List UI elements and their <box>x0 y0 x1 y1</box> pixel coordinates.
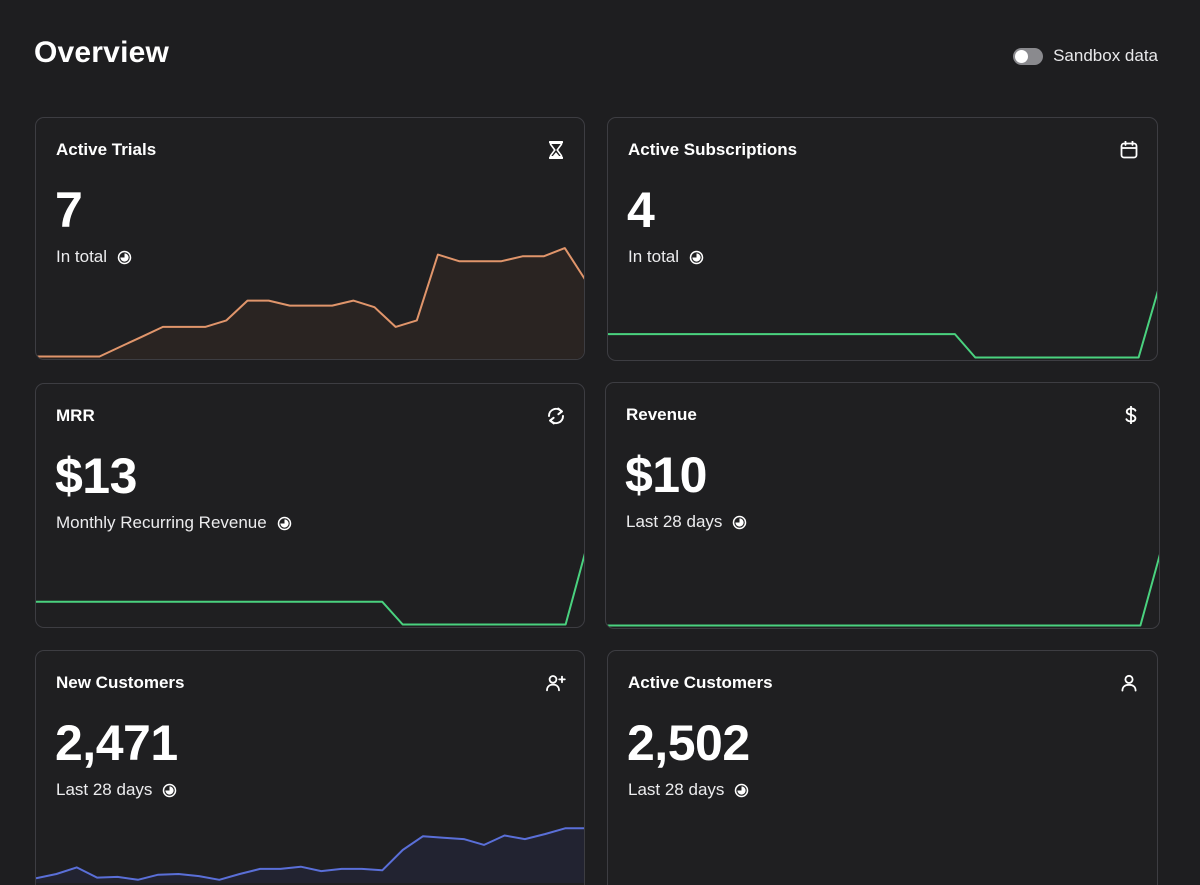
card-subtitle: In total <box>628 247 680 266</box>
data-freshness-icon[interactable] <box>689 250 704 265</box>
sparkline-line <box>36 247 584 358</box>
data-freshness-icon[interactable] <box>734 783 749 798</box>
card-title: Active Subscriptions <box>628 140 798 159</box>
user-icon <box>1119 673 1139 693</box>
card-subtitle: Monthly Recurring Revenue <box>56 513 267 532</box>
sparkline-line <box>36 827 584 881</box>
toggle-knob <box>1015 49 1029 63</box>
revenue-card[interactable]: Revenue $10 Last 28 days <box>605 382 1160 629</box>
card-value: $13 <box>55 448 137 504</box>
card-subtitle: In total <box>56 247 108 266</box>
active-subscriptions-sparkline <box>608 290 1157 359</box>
data-freshness-icon[interactable] <box>162 783 177 798</box>
card-title: New Customers <box>56 673 185 692</box>
card-subtitle: Last 28 days <box>628 780 725 799</box>
active-trials-card[interactable]: Active Trials 7 In total <box>35 117 585 360</box>
dollar-icon <box>1121 405 1141 425</box>
calendar-icon <box>1119 140 1139 160</box>
active-trials-sparkline <box>36 247 584 359</box>
active-customers-sparkline <box>608 814 1158 885</box>
card-title: Revenue <box>626 405 697 424</box>
page-title: Overview <box>34 36 170 69</box>
recurring-icon <box>546 406 566 426</box>
card-value: 4 <box>627 182 655 238</box>
card-subtitle: Last 28 days <box>56 780 153 799</box>
card-value: 7 <box>55 182 83 238</box>
active-subscriptions-card[interactable]: Active Subscriptions 4 In total <box>607 117 1158 361</box>
card-value: 2,471 <box>55 715 178 771</box>
add-user-icon <box>546 673 566 693</box>
sparkline-area <box>36 248 584 359</box>
data-freshness-icon[interactable] <box>732 515 747 530</box>
sparkline-area <box>36 828 584 883</box>
revenue-sparkline <box>606 554 1159 627</box>
data-freshness-icon[interactable] <box>277 516 292 531</box>
card-title: MRR <box>56 406 95 425</box>
active-customers-card[interactable]: Active Customers 2,502 Last 28 days <box>607 650 1158 885</box>
sparkline-line <box>606 554 1159 627</box>
sandbox-label: Sandbox data <box>1053 46 1158 65</box>
sparkline-line <box>36 553 584 626</box>
card-subtitle-row: In total <box>56 247 132 267</box>
data-freshness-icon[interactable] <box>117 250 132 265</box>
sandbox-toggle[interactable] <box>1013 47 1044 65</box>
card-subtitle-row: Monthly Recurring Revenue <box>56 513 292 533</box>
mrr-sparkline <box>36 553 584 626</box>
new-customers-sparkline <box>36 827 584 883</box>
new-customers-card[interactable]: New Customers 2,471 Last 28 days <box>35 650 585 885</box>
card-subtitle-row: In total <box>628 247 704 267</box>
card-subtitle: Last 28 days <box>626 512 723 531</box>
hourglass-icon <box>546 140 566 160</box>
card-value: 2,502 <box>627 715 750 771</box>
card-title: Active Customers <box>628 673 773 692</box>
sparkline-line <box>608 290 1157 359</box>
card-value: $10 <box>625 447 707 503</box>
card-subtitle-row: Last 28 days <box>626 512 747 532</box>
mrr-card[interactable]: MRR $13 Monthly Recurring Revenue <box>35 383 585 628</box>
sandbox-toggle-group[interactable]: Sandbox data <box>1013 46 1158 66</box>
card-subtitle-row: Last 28 days <box>56 780 177 800</box>
card-title: Active Trials <box>56 140 157 159</box>
card-subtitle-row: Last 28 days <box>628 780 749 800</box>
